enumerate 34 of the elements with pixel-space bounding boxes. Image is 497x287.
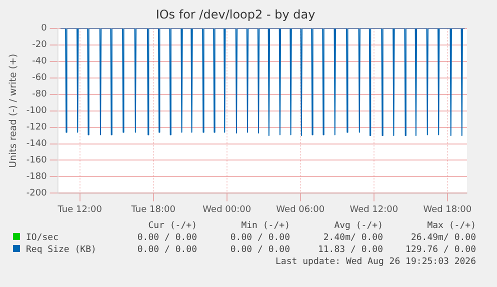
text: 11.83 / 0.00 <box>316 245 383 255</box>
y-tick-label: -140 <box>26 139 48 150</box>
y-tick-label: -160 <box>26 156 48 166</box>
y-tick-label: -120 <box>26 122 48 133</box>
y-tick-label: -100 <box>26 106 48 116</box>
x-tick-label: Tue 18:00 <box>130 204 176 215</box>
text: 0.00 / 0.00 <box>136 233 197 243</box>
text: Min (-/+) <box>240 221 290 231</box>
text: 129.76 / 0.00 <box>404 245 476 255</box>
x-tick-label: Tue 12:00 <box>56 204 102 215</box>
y-tick-label: -20 <box>32 40 48 50</box>
x-tick-label: Wed 00:00 <box>202 204 252 215</box>
x-tick-label: Wed 18:00 <box>423 204 472 215</box>
y-tick-label: -60 <box>32 73 48 84</box>
text: 0.00 / 0.00 <box>136 245 197 255</box>
y-tick-label: -180 <box>26 172 48 182</box>
text: Last update: Wed Aug 26 19:25:03 2026 <box>274 257 476 267</box>
x-tick-label: Wed 12:00 <box>350 204 398 215</box>
text: 0.00 / 0.00 <box>229 245 290 255</box>
x-tick-label: Wed 06:00 <box>276 204 325 215</box>
y-tick-label: 0 <box>41 24 48 34</box>
legend-label: Req Size (KB) <box>25 245 96 255</box>
y-tick-label: -200 <box>26 188 48 199</box>
text: 2.40m/ 0.00 <box>322 233 383 243</box>
y-tick-label: -80 <box>32 90 48 100</box>
legend-label: IO/sec <box>25 233 59 243</box>
text: Avg (-/+) <box>333 221 383 231</box>
text: 0.00 / 0.00 <box>229 233 290 243</box>
text: Max (-/+) <box>426 221 476 231</box>
text: 26.49m/ 0.00 <box>410 233 476 243</box>
y-tick-label: -40 <box>32 56 48 67</box>
chart-title: IOs for /dev/loop2 - by day <box>156 7 316 22</box>
text: Cur (-/+) <box>147 221 197 231</box>
y-axis-title: Units read (-) / write (+) <box>8 54 20 168</box>
